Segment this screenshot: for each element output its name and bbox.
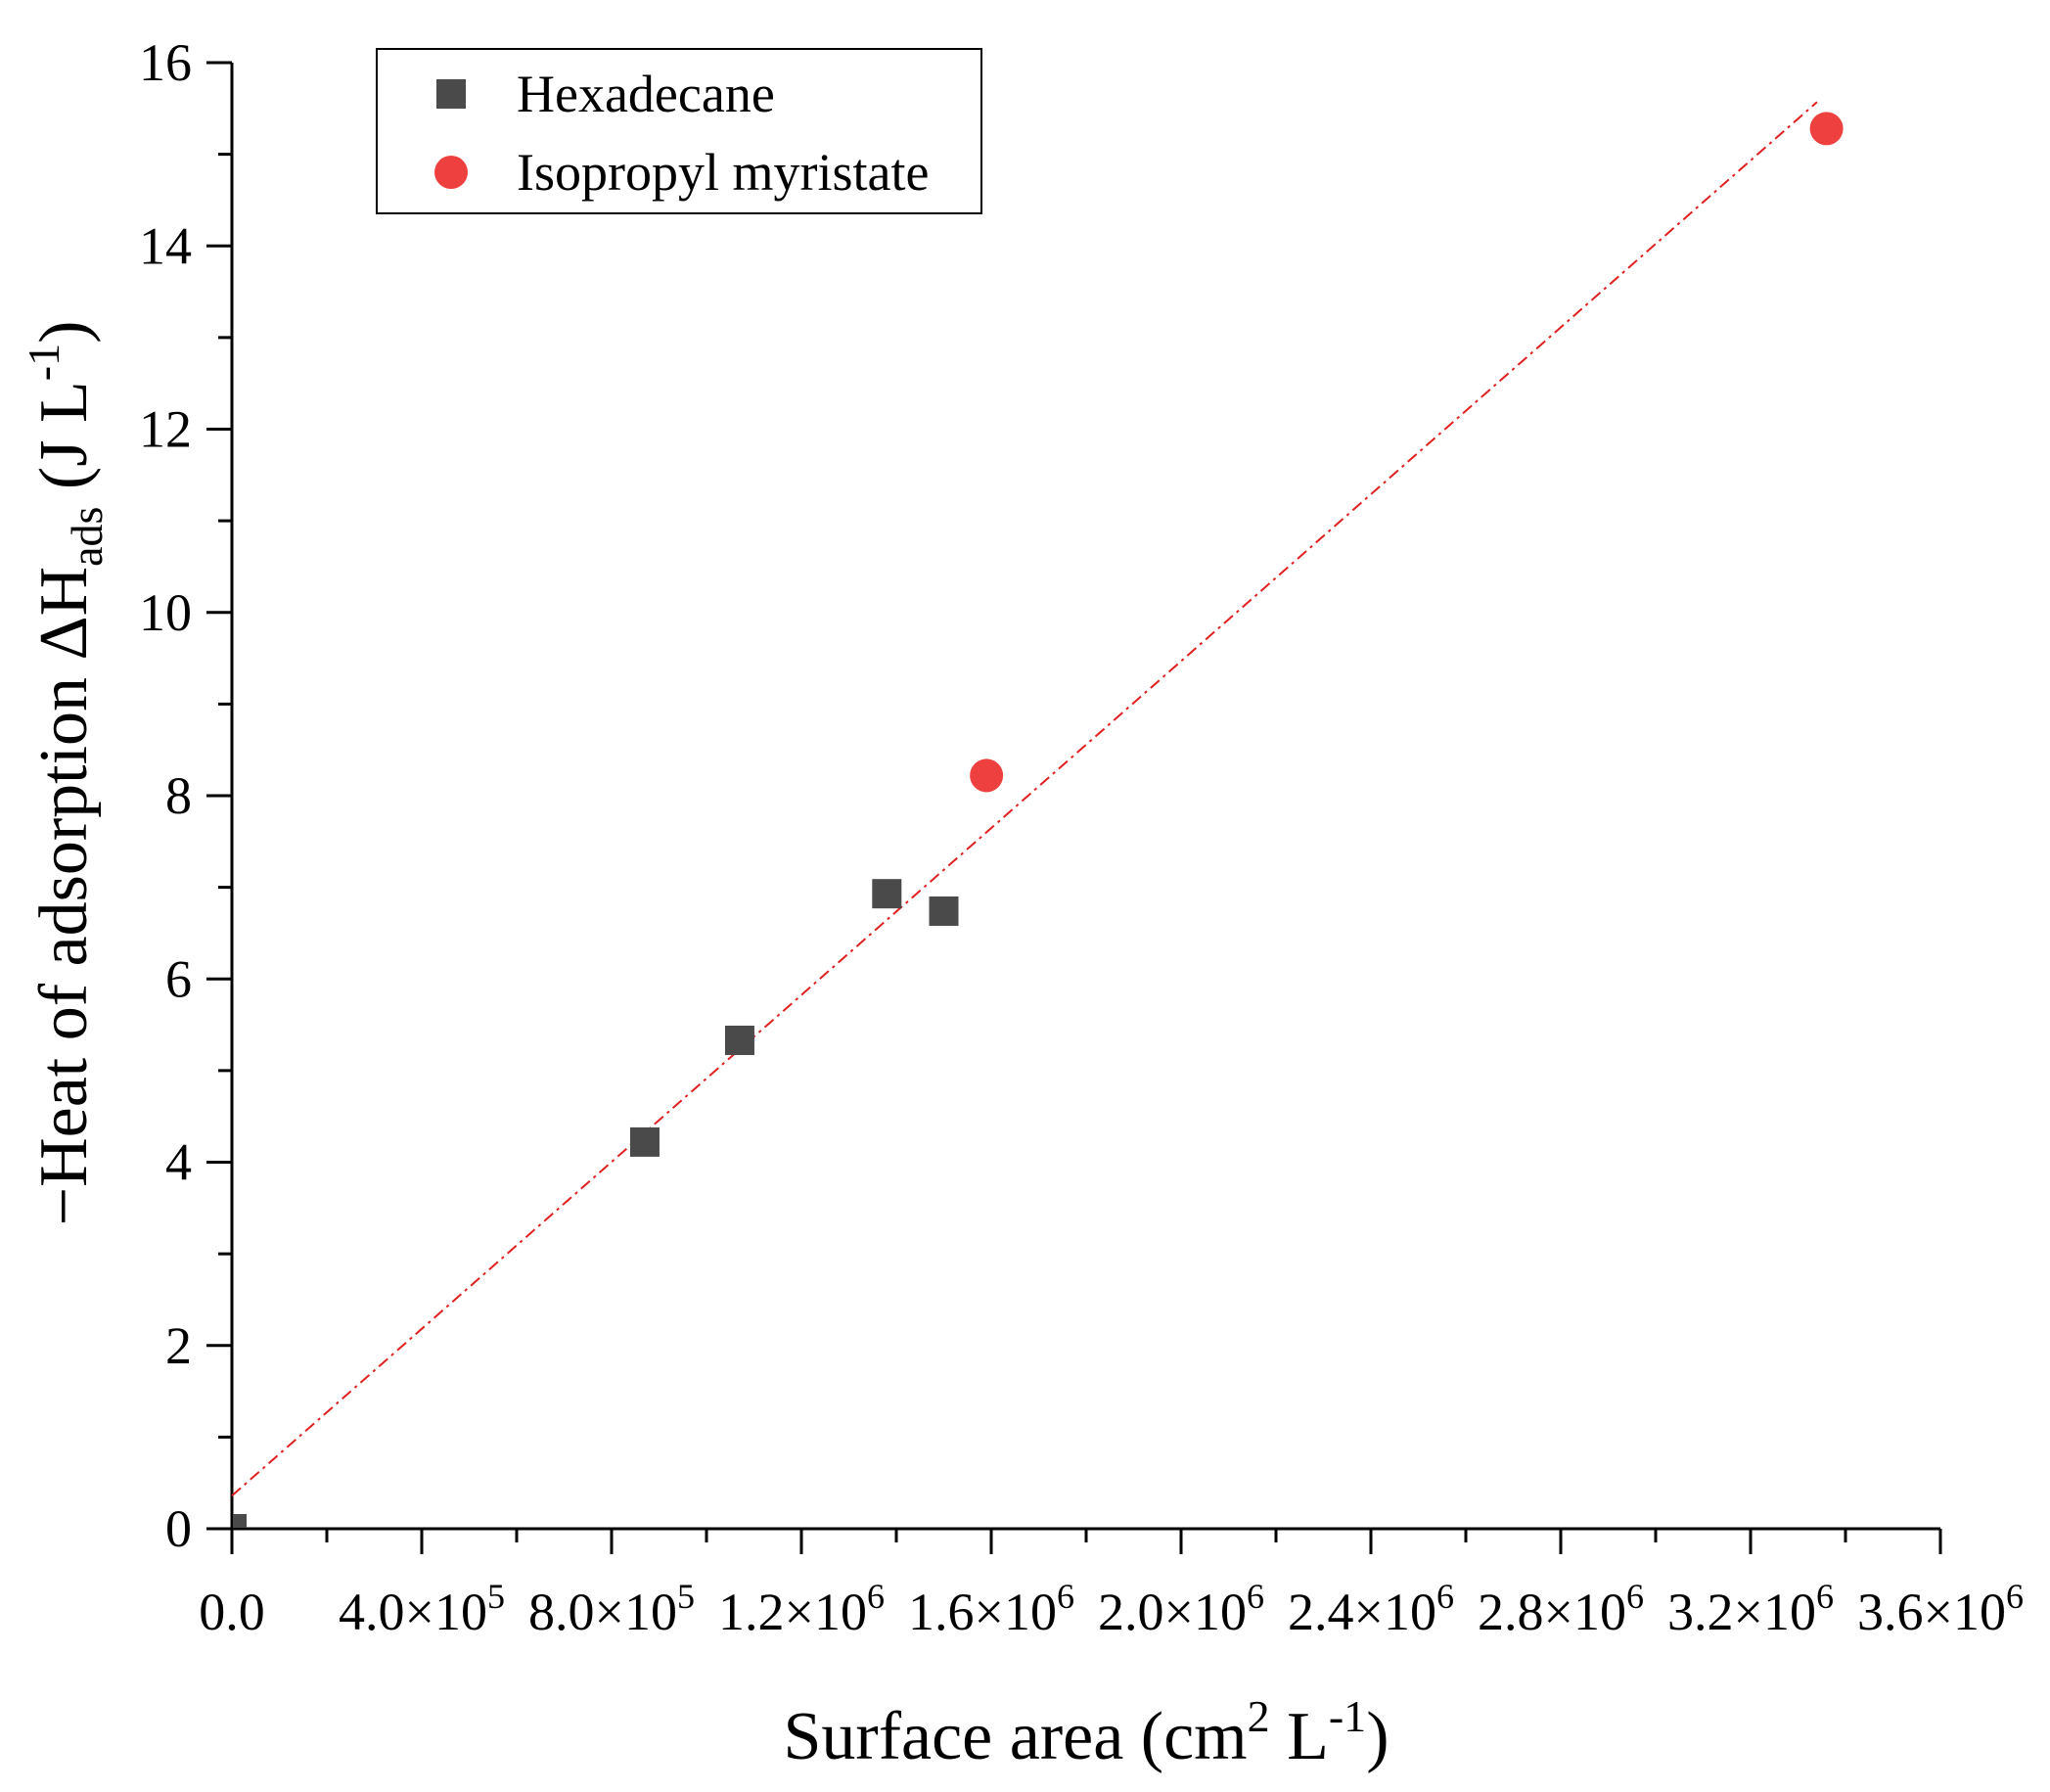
legend-box <box>376 48 982 214</box>
isopropyl-myristate-point <box>1809 112 1844 146</box>
legend-label: Isopropyl myristate <box>517 143 929 202</box>
axes <box>230 63 1940 1531</box>
x-axis-title: Surface area (cm2 L-1) <box>783 1691 1389 1774</box>
x-tick-label: 3.2×106 <box>1667 1577 1834 1641</box>
y-tick-label: 6 <box>165 949 192 1008</box>
hexadecane-point <box>629 1126 660 1157</box>
x-tick-label: 2.0×106 <box>1098 1577 1264 1641</box>
legend-square-marker <box>436 79 466 109</box>
points-clipped <box>233 112 1844 1528</box>
x-tick-label: 1.2×106 <box>718 1577 885 1641</box>
y-axis-title: −Heat of adsorption ΔHads (J L-1) <box>19 321 112 1226</box>
x-tick-label: 3.6×106 <box>1857 1577 2024 1641</box>
axis-ticks: 0.0 4.0×105 8.0×105 1.2×106 1.6×106 2.0×106 2.… <box>139 33 2024 1641</box>
hexadecane-point <box>872 879 902 909</box>
x-tick-label: 1.6×106 <box>908 1577 1074 1641</box>
y-tick-label: 0 <box>165 1499 192 1558</box>
axis-titles: Surface area (cm2 L-1) −Heat of adsorptio… <box>19 321 1389 1774</box>
hexadecane-point <box>724 1025 754 1055</box>
legend-circle-marker <box>434 156 468 189</box>
y-tick-label: 8 <box>165 766 192 825</box>
x-tick-label: 2.8×106 <box>1478 1577 1644 1641</box>
hexadecane-point <box>929 896 959 926</box>
y-tick-label: 16 <box>139 33 192 92</box>
x-tick-label: 4.0×105 <box>339 1577 505 1641</box>
y-tick-label: 14 <box>139 216 192 275</box>
hexadecane-point <box>233 1514 247 1528</box>
x-tick-label: 8.0×105 <box>528 1577 695 1641</box>
data-points <box>233 112 1844 1528</box>
y-tick-label: 4 <box>165 1133 192 1192</box>
legend: Hexadecane Isopropyl myristate <box>376 48 982 214</box>
legend-label: Hexadecane <box>517 65 775 123</box>
y-tick-label: 12 <box>139 400 192 459</box>
y-tick-label: 10 <box>139 583 192 642</box>
fit-line-group <box>231 101 1818 1497</box>
fit-line <box>231 101 1818 1497</box>
x-tick-label: 0.0 <box>199 1583 265 1641</box>
x-tick-label: 2.4×106 <box>1288 1577 1454 1641</box>
y-tick-label: 2 <box>165 1316 192 1375</box>
isopropyl-myristate-point <box>970 758 1004 793</box>
